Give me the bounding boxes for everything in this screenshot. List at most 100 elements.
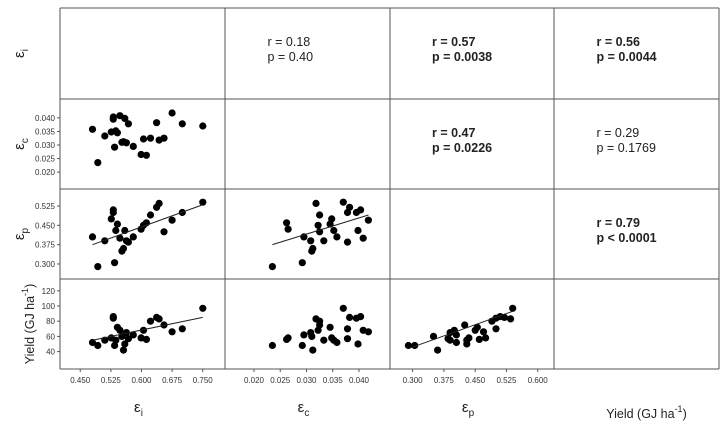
variable-tail: ): [683, 407, 687, 421]
data-point: [137, 150, 145, 159]
scatter-panel-yield-vs-ep: [404, 304, 517, 354]
variable-label-ep: εp: [462, 399, 475, 419]
data-point: [112, 226, 120, 235]
data-point: [124, 335, 132, 343]
p-value: p = 0.0226: [432, 141, 492, 155]
data-point: [364, 328, 372, 336]
x-ticks-ei: 0.450 0.525 0.600 0.675 0.750: [70, 369, 213, 385]
data-point: [463, 340, 471, 348]
data-point: [330, 226, 338, 235]
p-value: p = 0.0044: [597, 50, 657, 64]
data-point: [309, 346, 317, 354]
data-point: [199, 198, 207, 206]
data-point: [168, 109, 176, 117]
variable-label-ep: εp: [11, 227, 31, 240]
data-point: [339, 304, 347, 312]
data-point: [178, 120, 186, 128]
data-point: [116, 234, 124, 242]
x-tick-label: 0.300: [403, 376, 424, 385]
scatter-panel-ep-vs-ec: [268, 198, 372, 271]
correlation-stat: r = 0.18p = 0.40: [268, 35, 314, 64]
matrix-frame: [59, 7, 720, 370]
data-point: [359, 234, 367, 242]
y-tick-label: 0.375: [35, 241, 56, 250]
data-point: [320, 237, 328, 245]
y-tick-label: 60: [46, 332, 55, 341]
y-ticks-yield: 40 60 80 100 120: [42, 287, 60, 357]
data-point: [461, 321, 469, 329]
data-point: [482, 334, 490, 342]
data-point: [146, 134, 155, 142]
x-tick-label: 0.525: [101, 376, 122, 385]
x-tick-label: 0.040: [349, 376, 370, 385]
data-point: [116, 326, 124, 334]
variable-label-yield: Yield (GJ ha-1): [20, 284, 37, 365]
y-ticks-ep: 0.300 0.375 0.450 0.525: [35, 202, 60, 269]
data-point: [160, 228, 168, 236]
data-point: [129, 233, 137, 241]
trend-line: [408, 310, 513, 350]
r-value: r = 0.29: [597, 126, 640, 140]
data-point: [142, 335, 150, 343]
y-tick-label: 0.300: [35, 260, 56, 269]
data-point: [101, 132, 109, 140]
data-point: [121, 114, 129, 122]
data-point: [88, 233, 97, 241]
r-value: r = 0.79: [597, 216, 640, 230]
data-point: [309, 244, 317, 253]
variable-label-ei: εi: [134, 399, 143, 419]
x-tick-label: 0.600: [131, 376, 152, 385]
data-point: [268, 341, 276, 350]
y-tick-label: 0.040: [35, 114, 56, 123]
y-ticks-ec: 0.020 0.025 0.030 0.035 0.040: [35, 114, 60, 177]
data-point: [88, 125, 97, 133]
data-point: [109, 313, 117, 321]
data-point: [404, 341, 412, 350]
trend-line: [92, 204, 203, 246]
data-point: [112, 336, 120, 344]
data-point: [316, 211, 324, 219]
variable-label-ec: εc: [298, 399, 310, 419]
data-point: [113, 220, 121, 228]
data-point: [109, 113, 117, 121]
data-point: [475, 335, 483, 343]
data-point: [452, 331, 460, 339]
variable-subscript: i: [20, 49, 31, 51]
data-point: [434, 346, 442, 354]
r-value: r = 0.57: [432, 35, 475, 49]
data-point: [94, 159, 102, 167]
data-point: [146, 317, 155, 325]
data-point: [107, 215, 115, 223]
data-point: [452, 338, 460, 347]
scatter-panel-yield-vs-ec: [268, 304, 372, 354]
data-point: [343, 238, 352, 246]
data-point: [155, 315, 163, 323]
variable-symbol: ε: [11, 51, 28, 58]
x-tick-label: 0.675: [162, 376, 183, 385]
data-point: [339, 198, 347, 206]
data-point: [307, 237, 315, 245]
variable-subscript: c: [20, 138, 31, 143]
x-tick-label: 0.450: [70, 376, 91, 385]
trend-line: [92, 316, 203, 341]
x-tick-label: 0.035: [323, 376, 344, 385]
x-ticks-ec: 0.020 0.025 0.030 0.035 0.040: [244, 369, 370, 385]
data-point: [500, 313, 508, 321]
data-point: [268, 263, 276, 271]
r-value: r = 0.18: [268, 35, 311, 49]
variable-label-ei: εi: [11, 49, 31, 58]
data-point: [113, 129, 121, 137]
y-tick-label: 40: [46, 348, 55, 357]
x-ticks-ep: 0.300 0.375 0.450 0.525 0.600: [403, 369, 548, 385]
data-point: [298, 259, 306, 267]
data-point: [94, 263, 102, 271]
variable-subscript: p: [20, 227, 31, 233]
variable-label-ec: εc: [11, 138, 31, 150]
data-point: [346, 313, 354, 321]
data-point: [139, 135, 148, 143]
data-point: [307, 329, 315, 337]
data-point: [465, 334, 473, 342]
correlation-stat: r = 0.56p = 0.0044: [597, 35, 657, 64]
r-value: r = 0.47: [432, 126, 475, 140]
